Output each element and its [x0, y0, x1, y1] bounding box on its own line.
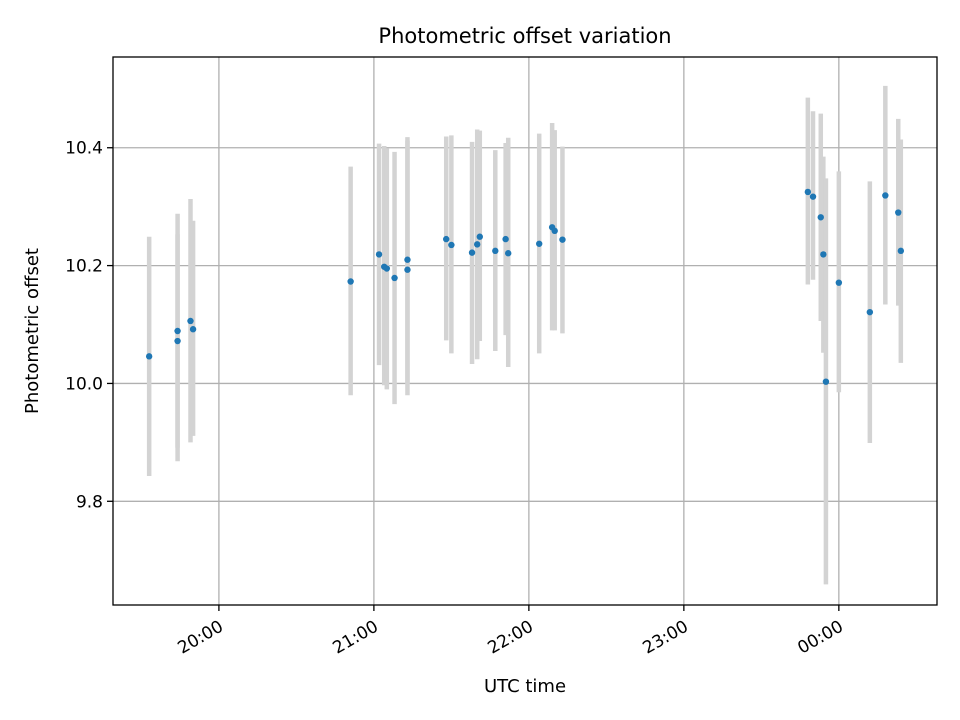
x-axis-label: UTC time [484, 676, 566, 697]
data-point [536, 240, 543, 247]
data-point [559, 236, 566, 243]
y-tick-label: 10.0 [65, 374, 103, 394]
data-point [448, 241, 455, 249]
data-point [835, 279, 843, 286]
data-point [882, 192, 889, 199]
data-point [820, 251, 827, 258]
data-point [551, 227, 558, 235]
data-points [145, 188, 905, 385]
data-point [383, 265, 391, 272]
plot-frame [112, 56, 938, 606]
data-point [391, 274, 398, 282]
data-point [174, 337, 181, 345]
chart-title: Photometric offset variation [378, 24, 671, 48]
data-point [404, 256, 411, 263]
y-axis-ticks: 9.8 10.0 10.2 10.4 [65, 139, 113, 512]
data-point [174, 327, 181, 335]
data-point [895, 209, 902, 216]
data-point [505, 250, 512, 257]
data-point [347, 278, 354, 285]
y-tick-label: 10.4 [65, 139, 103, 159]
y-tick-label: 10.2 [65, 257, 103, 277]
data-point [443, 235, 450, 243]
data-point [866, 308, 874, 316]
data-point [804, 188, 812, 196]
data-point [809, 193, 817, 200]
data-point [492, 247, 499, 255]
data-point [375, 251, 383, 258]
y-axis-label: Photometric offset [22, 248, 43, 414]
data-point [404, 266, 411, 273]
data-point [822, 378, 830, 385]
data-point [189, 326, 197, 333]
y-tick-label: 9.8 [76, 492, 103, 512]
data-point [502, 235, 509, 243]
data-point [474, 241, 481, 248]
data-point [187, 317, 194, 325]
data-point [476, 233, 483, 240]
data-point [145, 353, 153, 360]
data-point [817, 214, 824, 221]
data-point [897, 247, 905, 255]
data-point [468, 249, 476, 256]
